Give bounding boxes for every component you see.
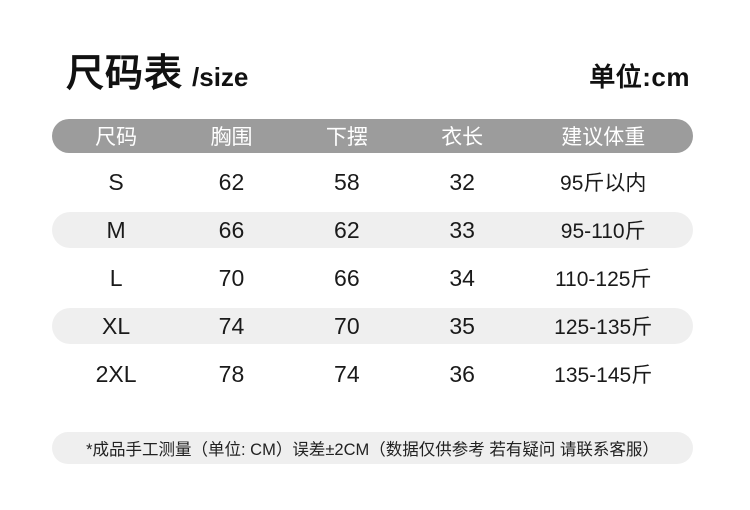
cell-length: 35 xyxy=(449,312,475,339)
cell-hem: 74 xyxy=(334,360,360,387)
cell-hem: 62 xyxy=(334,216,360,243)
disclaimer-text: *成品手工测量（单位: CM）误差±2CM（数据仅供参考 若有疑问 请联系客服） xyxy=(86,441,659,459)
cell-weight: 125-135斤 xyxy=(554,316,653,339)
cell-size: M xyxy=(106,216,126,243)
table-body: S 62 58 32 95斤以内 M 66 62 33 95-110斤 L 70… xyxy=(52,158,693,398)
cell-length: 34 xyxy=(449,264,475,291)
table-row: XL 74 70 35 125-135斤 xyxy=(52,302,693,350)
table-row: S 62 58 32 95斤以内 xyxy=(52,158,693,206)
cell-chest: 66 xyxy=(218,216,245,243)
cell-chest: 78 xyxy=(218,360,245,387)
page-title-suffix: /size xyxy=(192,62,249,92)
table-header-row: 尺码 胸围 下摆 衣长 建议体重 xyxy=(52,119,693,153)
cell-weight: 110-125斤 xyxy=(554,268,652,291)
cell-length: 32 xyxy=(449,168,475,195)
measurement-disclaimer: *成品手工测量（单位: CM）误差±2CM（数据仅供参考 若有疑问 请联系客服） xyxy=(52,432,693,464)
table-row: L 70 66 34 110-125斤 xyxy=(52,254,693,302)
cell-size: XL xyxy=(102,312,131,339)
page-header: 尺码表 /size 单位:cm xyxy=(66,42,690,97)
cell-weight: 95-110斤 xyxy=(560,220,646,243)
cell-chest: 70 xyxy=(218,264,245,291)
cell-length: 33 xyxy=(449,216,475,243)
cell-size: L xyxy=(109,264,123,291)
cell-length: 36 xyxy=(449,360,475,387)
cell-hem: 70 xyxy=(334,312,360,339)
size-table: 尺码 胸围 下摆 衣长 建议体重 S 62 58 32 95斤以内 M 66 6… xyxy=(52,119,693,398)
column-header-hem: 下摆 xyxy=(325,126,368,149)
column-header-weight: 建议体重 xyxy=(561,126,646,149)
cell-size: 2XL xyxy=(95,360,137,387)
cell-chest: 74 xyxy=(218,312,245,339)
column-header-size: 尺码 xyxy=(95,126,138,149)
column-header-length: 衣长 xyxy=(441,126,484,149)
column-header-chest: 胸围 xyxy=(210,126,253,149)
cell-hem: 66 xyxy=(334,264,360,291)
cell-weight: 135-145斤 xyxy=(554,364,653,387)
table-row: 2XL 78 74 36 135-145斤 xyxy=(52,350,693,398)
page-title: 尺码表 xyxy=(66,53,184,95)
cell-weight: 95斤以内 xyxy=(560,172,647,195)
unit-label: 单位:cm xyxy=(589,62,690,92)
cell-hem: 58 xyxy=(334,168,360,195)
cell-chest: 62 xyxy=(218,168,245,195)
cell-size: S xyxy=(108,168,124,195)
table-row: M 66 62 33 95-110斤 xyxy=(52,206,693,254)
